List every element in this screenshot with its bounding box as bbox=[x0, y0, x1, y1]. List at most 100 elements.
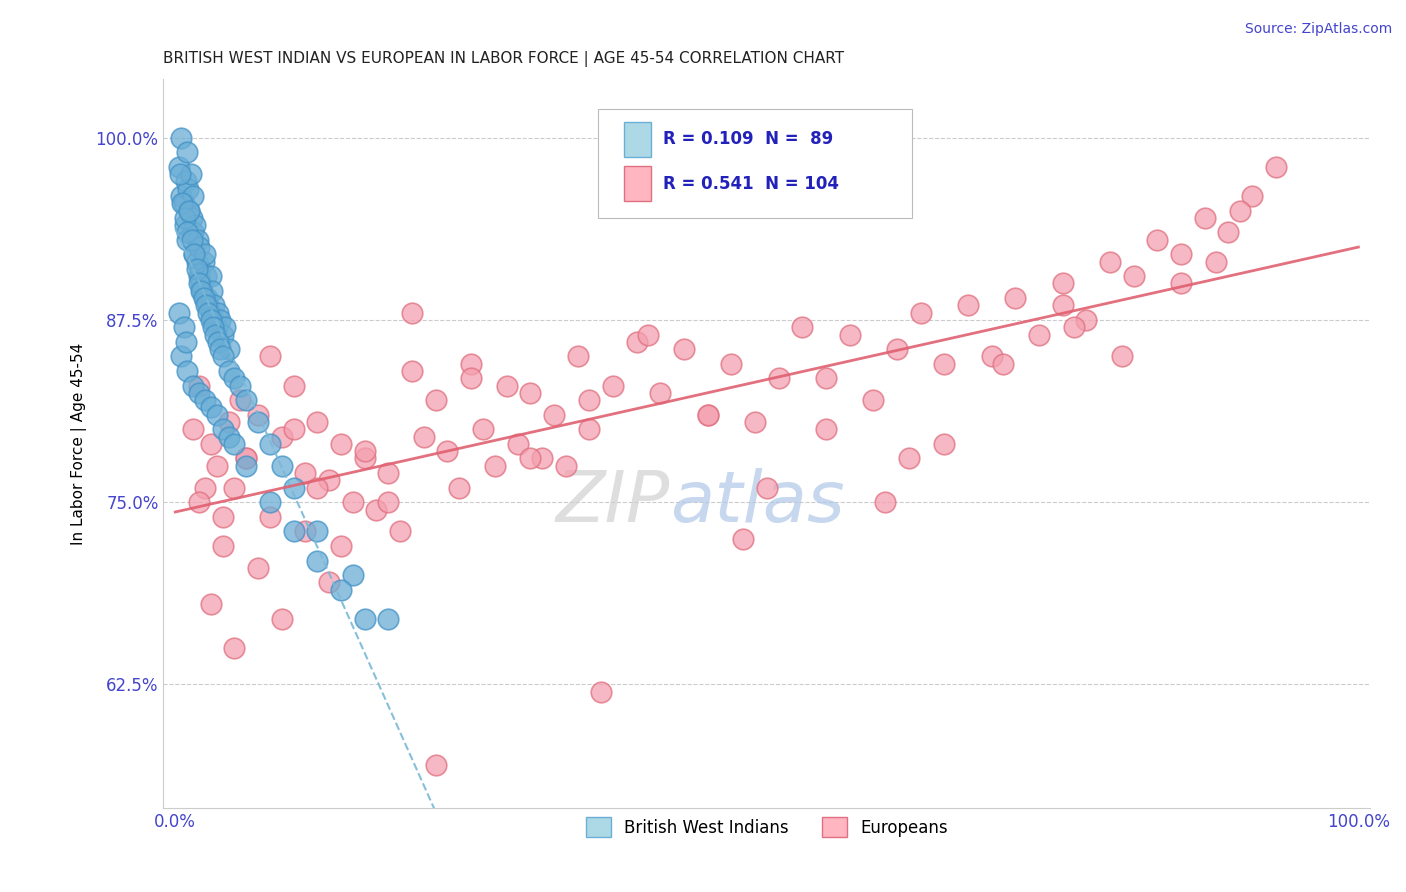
Point bbox=[980, 350, 1002, 364]
Point bbox=[197, 306, 219, 320]
Point bbox=[176, 226, 198, 240]
Point bbox=[1146, 233, 1168, 247]
Point bbox=[768, 371, 790, 385]
Point bbox=[170, 350, 193, 364]
Point bbox=[838, 327, 860, 342]
Point bbox=[183, 247, 205, 261]
Point bbox=[591, 685, 613, 699]
Point bbox=[543, 408, 565, 422]
Point bbox=[174, 334, 197, 349]
Point bbox=[235, 451, 257, 466]
Legend: British West Indians, Europeans: British West Indians, Europeans bbox=[579, 810, 955, 844]
Point bbox=[578, 393, 600, 408]
Point bbox=[377, 495, 399, 509]
Point bbox=[283, 422, 305, 436]
Point bbox=[1194, 211, 1216, 225]
Point bbox=[484, 458, 506, 473]
Point bbox=[696, 408, 718, 422]
Text: R = 0.541  N = 104: R = 0.541 N = 104 bbox=[664, 175, 839, 193]
Point bbox=[1170, 247, 1192, 261]
Point bbox=[696, 408, 718, 422]
Point bbox=[401, 306, 423, 320]
Point bbox=[180, 167, 202, 181]
Point bbox=[211, 422, 233, 436]
Point bbox=[814, 371, 837, 385]
Point bbox=[179, 203, 201, 218]
Point bbox=[862, 393, 884, 408]
Point bbox=[389, 524, 412, 539]
Text: BRITISH WEST INDIAN VS EUROPEAN IN LABOR FORCE | AGE 45-54 CORRELATION CHART: BRITISH WEST INDIAN VS EUROPEAN IN LABOR… bbox=[163, 51, 845, 67]
Point bbox=[218, 342, 240, 356]
Point bbox=[200, 313, 222, 327]
Point bbox=[176, 364, 198, 378]
Point bbox=[329, 539, 352, 553]
Point bbox=[235, 393, 257, 408]
Point bbox=[202, 313, 225, 327]
Point bbox=[200, 306, 222, 320]
Point bbox=[471, 422, 494, 436]
Point bbox=[207, 306, 229, 320]
Point bbox=[172, 196, 194, 211]
Point bbox=[186, 261, 208, 276]
Point bbox=[531, 451, 554, 466]
Point bbox=[307, 481, 329, 495]
Point bbox=[1028, 327, 1050, 342]
Point bbox=[187, 233, 209, 247]
Point bbox=[1111, 350, 1133, 364]
Point bbox=[425, 757, 447, 772]
Point bbox=[167, 160, 190, 174]
Point bbox=[202, 320, 225, 334]
Point bbox=[224, 437, 246, 451]
Point bbox=[377, 466, 399, 480]
Point bbox=[259, 437, 281, 451]
Point bbox=[174, 174, 197, 188]
Point bbox=[167, 306, 190, 320]
Point bbox=[173, 211, 195, 225]
Point bbox=[1004, 291, 1026, 305]
Point bbox=[204, 327, 226, 342]
Point bbox=[307, 553, 329, 567]
Point bbox=[195, 269, 218, 284]
Point bbox=[875, 495, 897, 509]
Y-axis label: In Labor Force | Age 45-54: In Labor Force | Age 45-54 bbox=[72, 343, 87, 545]
Point bbox=[318, 474, 340, 488]
Point bbox=[229, 393, 252, 408]
Point bbox=[436, 444, 458, 458]
Point bbox=[650, 385, 672, 400]
Point bbox=[187, 378, 209, 392]
Point bbox=[910, 306, 932, 320]
Point bbox=[181, 378, 204, 392]
Point bbox=[181, 226, 204, 240]
Point bbox=[195, 291, 218, 305]
FancyBboxPatch shape bbox=[598, 109, 911, 218]
Point bbox=[897, 451, 920, 466]
Point bbox=[425, 393, 447, 408]
Point bbox=[366, 502, 388, 516]
Point bbox=[1098, 254, 1121, 268]
Point bbox=[218, 364, 240, 378]
Point bbox=[224, 641, 246, 656]
Point bbox=[283, 481, 305, 495]
Point bbox=[283, 524, 305, 539]
Point bbox=[342, 568, 364, 582]
Point bbox=[202, 298, 225, 312]
Point bbox=[180, 211, 202, 225]
Point bbox=[218, 415, 240, 429]
Point bbox=[755, 481, 778, 495]
Point bbox=[194, 247, 217, 261]
Point bbox=[205, 320, 228, 334]
Point bbox=[193, 254, 215, 268]
Point bbox=[519, 385, 541, 400]
Point bbox=[733, 532, 755, 546]
Point bbox=[214, 320, 236, 334]
Point bbox=[460, 357, 482, 371]
Point bbox=[1076, 313, 1098, 327]
Point bbox=[173, 196, 195, 211]
Point bbox=[177, 182, 200, 196]
Point bbox=[170, 130, 193, 145]
Point bbox=[259, 495, 281, 509]
Point bbox=[235, 458, 257, 473]
Point bbox=[187, 495, 209, 509]
Point bbox=[205, 458, 228, 473]
Point bbox=[183, 247, 205, 261]
